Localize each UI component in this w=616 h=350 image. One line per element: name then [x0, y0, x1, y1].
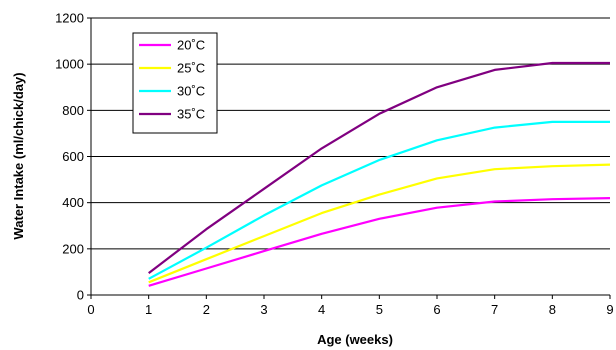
legend-label-1: 25˚C: [177, 61, 205, 76]
y-tick-label-4: 800: [62, 103, 84, 118]
x-tick-label-1: 1: [145, 302, 152, 317]
x-tick-label-0: 0: [87, 302, 94, 317]
y-tick-label-1: 200: [62, 241, 84, 256]
legend-label-3: 35˚C: [177, 107, 205, 122]
legend-box: [132, 32, 218, 134]
y-axis-title: Water Intake (ml/chick/day): [11, 72, 26, 239]
legend: 20˚C 25˚C 30˚C 35˚C: [132, 32, 218, 134]
x-tick-label-4: 4: [318, 302, 325, 317]
x-tick-label-2: 2: [203, 302, 210, 317]
series-line-2: [148, 120, 610, 280]
y-tick-label-0: 0: [77, 288, 84, 303]
y-tick-label-6: 1200: [55, 11, 84, 26]
x-tick-label-8: 8: [549, 302, 556, 317]
y-tick-label-2: 400: [62, 195, 84, 210]
legend-label-0: 20˚C: [177, 38, 205, 53]
series-line-3: [148, 61, 610, 274]
legend-label-2: 30˚C: [177, 84, 205, 99]
x-tick-label-9: 9: [606, 302, 613, 317]
series-line-0: [148, 197, 611, 287]
tick-labels: 0 200 400 600 800 1000 1200 0 1 2 3 4 5 6 7 8 9: [55, 11, 614, 318]
y-tick-label-3: 600: [62, 149, 84, 164]
y-tick-label-5: 1000: [55, 57, 84, 72]
x-tick-label-5: 5: [376, 302, 383, 317]
axes: [87, 17, 611, 299]
series-lines: [148, 61, 611, 287]
x-tick-label-7: 7: [491, 302, 498, 317]
x-tick-label-6: 6: [433, 302, 440, 317]
x-tick-label-3: 3: [260, 302, 267, 317]
series-line-1: [148, 163, 611, 284]
x-axis-title: Age (weeks): [317, 332, 393, 347]
